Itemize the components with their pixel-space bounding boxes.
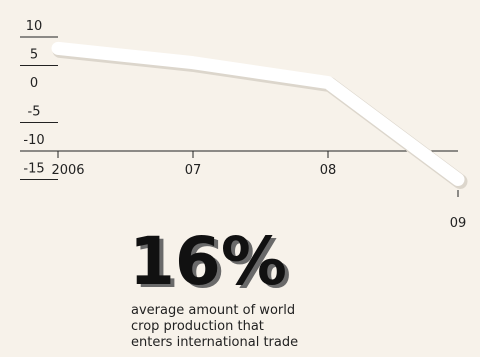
stat-caption-line-3: enters international trade	[131, 335, 298, 350]
x-tick-label: 09	[450, 216, 467, 231]
x-tick-label: 07	[185, 163, 202, 178]
series-line	[51, 41, 465, 186]
y-tick-label: 0	[30, 76, 38, 91]
x-tick-label: 08	[320, 163, 337, 178]
y-axis: 10 5 0 -5 -10 -15	[20, 19, 58, 180]
stat-value-shadow: 16%	[133, 226, 291, 303]
series-layer	[51, 41, 468, 189]
stat-caption-line-1: average amount of world	[131, 303, 295, 318]
stat-caption-line-2: crop production that	[131, 319, 264, 334]
x-axis: 2006 07 08 09	[51, 151, 466, 231]
stat-value: 16%	[129, 223, 287, 300]
y-tick-label: 5	[30, 48, 38, 63]
y-tick-label: 10	[26, 19, 43, 34]
y-tick-label: -15	[23, 162, 44, 177]
x-tick-label: 2006	[51, 163, 84, 178]
stat-callout: 16% 16% average amount of world crop pro…	[129, 223, 298, 350]
y-tick-label: -5	[28, 105, 41, 120]
y-tick-label: -10	[23, 133, 44, 148]
